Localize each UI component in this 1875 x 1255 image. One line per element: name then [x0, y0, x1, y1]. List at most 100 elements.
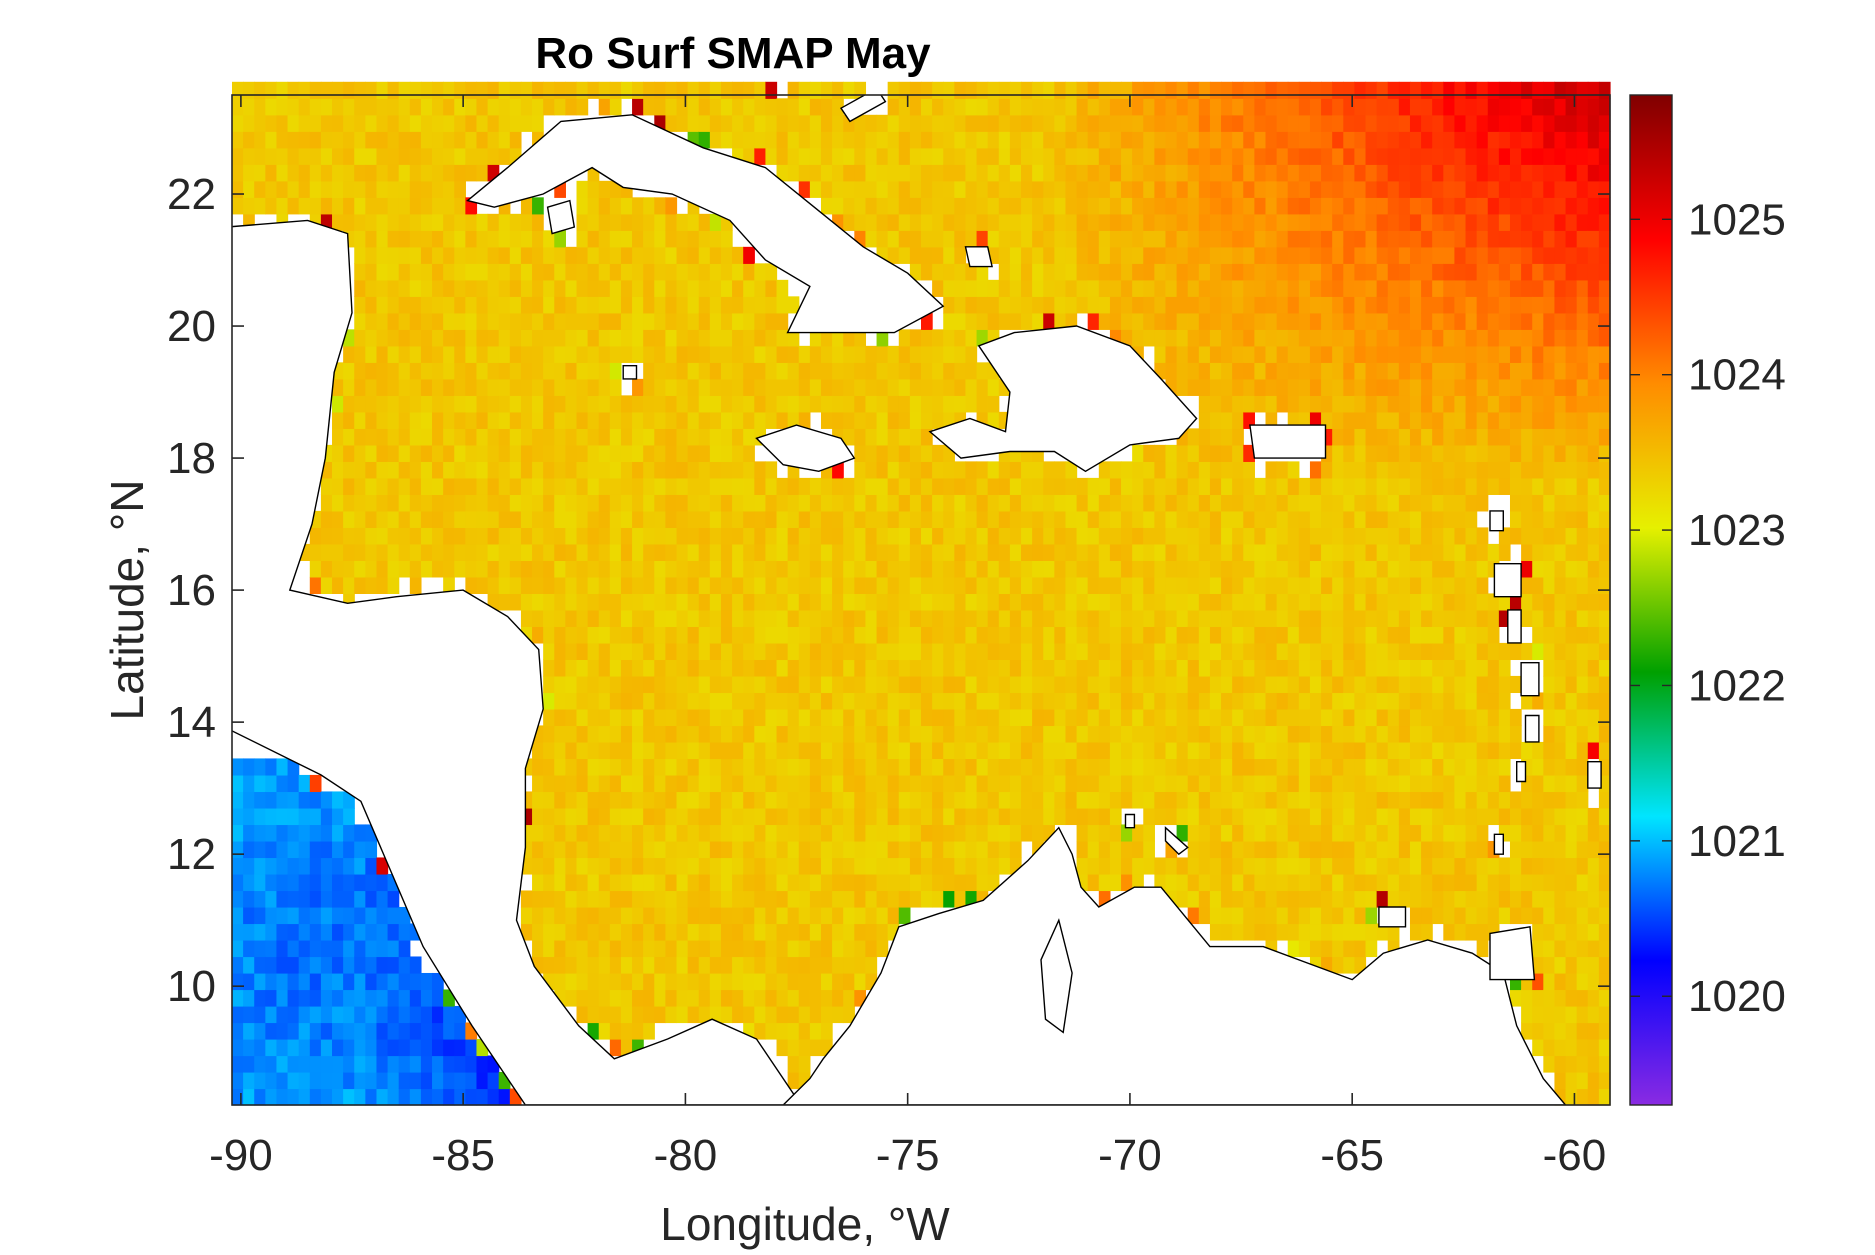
field-cell	[1243, 593, 1255, 611]
field-cell	[643, 444, 655, 462]
field-cell	[598, 527, 611, 545]
field-cell	[365, 296, 378, 314]
field-cell	[432, 494, 444, 512]
field-cell	[1309, 395, 1322, 413]
field-cell	[1065, 692, 1078, 710]
field-cell	[676, 378, 689, 396]
field-cell	[921, 527, 933, 545]
field-cell	[798, 81, 811, 99]
field-cell	[332, 180, 344, 198]
field-cell	[1343, 395, 1355, 413]
field-cell	[1043, 477, 1055, 495]
field-cell	[1232, 675, 1244, 694]
field-cell	[832, 956, 844, 974]
field-cell	[520, 279, 533, 297]
field-cell	[1354, 758, 1367, 776]
field-cell	[676, 527, 689, 545]
field-cell	[1287, 560, 1300, 578]
field-cell	[787, 725, 800, 743]
field-cell	[921, 411, 933, 429]
field-cell	[1043, 494, 1055, 512]
field-cell	[776, 609, 789, 627]
field-cell	[687, 510, 700, 528]
field-cell	[709, 378, 722, 396]
field-cell	[1198, 725, 1211, 743]
field-cell	[643, 758, 655, 776]
field-cell	[554, 312, 566, 330]
field-cell	[954, 477, 967, 495]
field-cell	[265, 1088, 278, 1106]
field-cell	[832, 362, 844, 380]
field-cell	[921, 807, 933, 826]
field-cell	[454, 1022, 466, 1040]
field-cell	[309, 1038, 322, 1057]
field-cell	[576, 345, 589, 363]
field-cell	[398, 114, 411, 132]
field-cell	[1287, 840, 1300, 859]
field-cell	[387, 1071, 400, 1090]
field-cell	[1265, 906, 1278, 925]
field-cell	[876, 576, 889, 594]
field-cell	[465, 378, 478, 396]
field-cell	[1409, 197, 1422, 215]
field-cell	[909, 263, 922, 281]
field-cell	[720, 81, 733, 99]
field-cell	[709, 956, 722, 974]
field-cell	[654, 725, 666, 743]
field-cell	[1209, 774, 1222, 793]
field-cell	[532, 956, 544, 974]
field-cell	[943, 593, 955, 611]
field-cell	[1343, 939, 1355, 958]
field-cell	[620, 1005, 633, 1024]
field-cell	[1365, 873, 1378, 892]
field-cell	[987, 840, 1000, 859]
field-cell	[1287, 890, 1300, 908]
field-cell	[443, 1022, 455, 1040]
field-cell	[1221, 692, 1233, 710]
field-cell	[554, 428, 566, 446]
field-cell	[1298, 774, 1311, 793]
field-cell	[1309, 81, 1322, 99]
field-cell	[732, 758, 744, 776]
field-cell	[798, 180, 811, 198]
field-cell	[632, 560, 644, 578]
field-cell	[887, 395, 900, 413]
field-cell	[1398, 378, 1411, 396]
field-cell	[265, 1055, 278, 1073]
field-cell	[1287, 659, 1300, 677]
field-cell	[432, 395, 444, 413]
field-cell	[1332, 626, 1344, 644]
field-cell	[921, 725, 933, 743]
field-cell	[1021, 609, 1033, 627]
field-cell	[565, 345, 578, 363]
field-cell	[1276, 593, 1289, 611]
field-cell	[587, 692, 600, 710]
field-cell	[1432, 378, 1444, 396]
field-cell	[798, 906, 811, 925]
field-cell	[1032, 642, 1044, 661]
field-cell	[765, 395, 778, 413]
field-cell	[1121, 81, 1133, 99]
field-cell	[609, 296, 622, 314]
field-cell	[976, 708, 989, 727]
field-cell	[1276, 131, 1289, 149]
field-cell	[843, 164, 855, 182]
field-cell	[620, 675, 633, 694]
field-cell	[676, 494, 689, 512]
field-cell	[1343, 758, 1355, 776]
field-cell	[354, 824, 366, 842]
field-cell	[1432, 131, 1444, 149]
field-cell	[1165, 560, 1178, 578]
field-cell	[1354, 857, 1367, 875]
field-cell	[320, 477, 333, 495]
field-cell	[565, 840, 578, 859]
field-cell	[387, 510, 400, 528]
field-cell	[1021, 444, 1033, 462]
field-cell	[587, 939, 600, 958]
field-cell	[1287, 263, 1300, 281]
field-cell	[720, 263, 733, 281]
field-cell	[1254, 263, 1267, 281]
field-cell	[1354, 131, 1367, 149]
field-cell	[1421, 164, 1433, 182]
field-cell	[798, 857, 811, 875]
